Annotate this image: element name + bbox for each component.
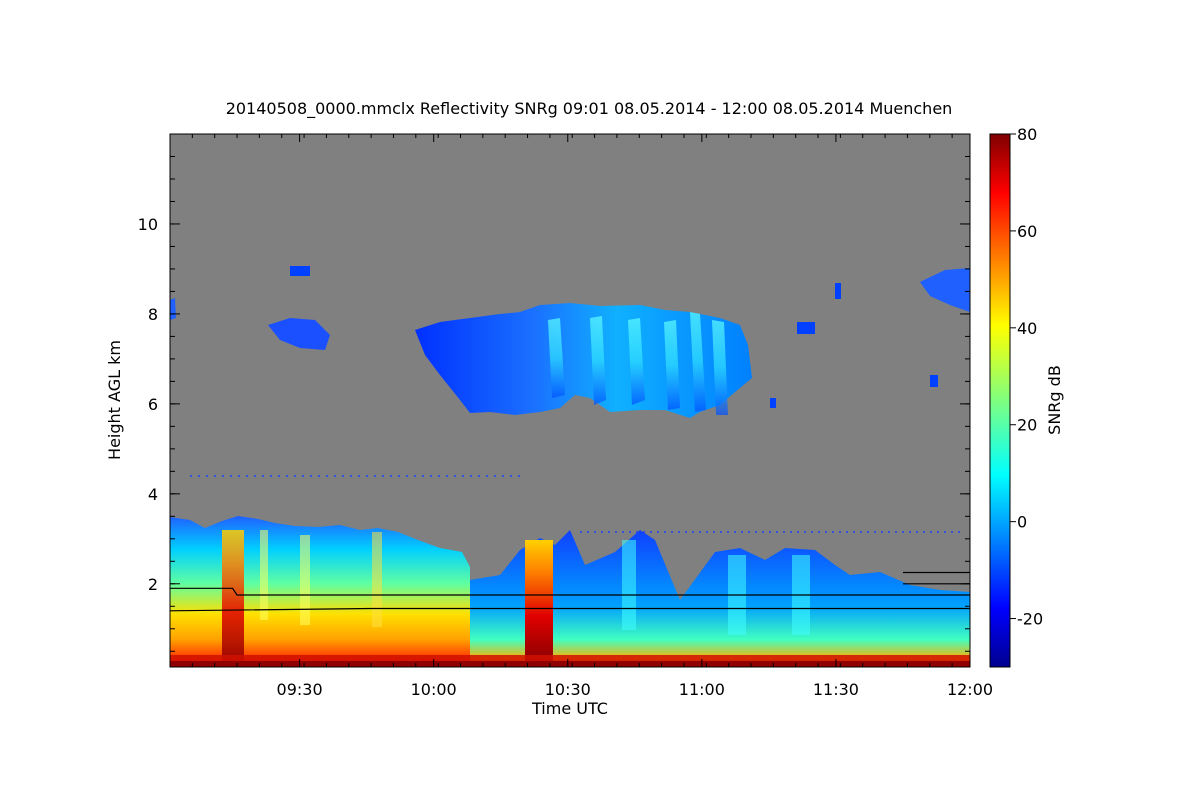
x-tick-label: 09:30 bbox=[277, 680, 323, 699]
mid-level-cloud-edge-left bbox=[170, 298, 176, 320]
echo-column-1025 bbox=[525, 540, 553, 667]
colorbar-ticks: -20 0 20 40 60 80 bbox=[1010, 125, 1043, 629]
mid-level-cloud-left bbox=[268, 318, 330, 350]
plot-area bbox=[170, 134, 970, 667]
x-tick-label: 11:30 bbox=[813, 680, 859, 699]
colorbar-label: SNRg dB bbox=[1045, 365, 1064, 435]
plot-frame bbox=[169, 133, 971, 668]
cloud-speck bbox=[290, 266, 310, 276]
boundary-layer-echo-strong bbox=[170, 516, 470, 667]
cloud-streaks bbox=[548, 312, 728, 415]
colorbar-tick-label: 60 bbox=[1017, 222, 1037, 241]
overlay-line bbox=[170, 587, 970, 596]
y-tick-label: 4 bbox=[148, 485, 158, 504]
y-tick-label: 2 bbox=[148, 575, 158, 594]
y-tick-label: 10 bbox=[138, 215, 158, 234]
boundary-layer-echo-weak bbox=[470, 530, 970, 667]
x-tick-label: 10:00 bbox=[411, 680, 457, 699]
cloud-speck bbox=[930, 375, 938, 387]
y-axis: 2 4 6 8 10 bbox=[138, 133, 970, 652]
echo-column-0915 bbox=[222, 530, 244, 667]
cloud-speck bbox=[797, 322, 815, 334]
colorbar-tick-label: 40 bbox=[1017, 319, 1037, 338]
colorbar-tick-label: 0 bbox=[1017, 513, 1027, 532]
colorbar-tick-label: 20 bbox=[1017, 416, 1037, 435]
colorbar-tick-label: 80 bbox=[1017, 125, 1037, 144]
colorbar bbox=[989, 133, 1011, 668]
y-tick-label: 6 bbox=[148, 395, 158, 414]
overlay-lines bbox=[170, 571, 970, 612]
y-axis-label: Height AGL km bbox=[105, 340, 124, 460]
overlay-line bbox=[170, 607, 970, 612]
x-tick-label: 11:00 bbox=[679, 680, 725, 699]
mid-level-cloud-topright bbox=[920, 268, 970, 312]
cloud-speck bbox=[835, 283, 841, 299]
chart-title: 20140508_0000.mmclx Reflectivity SNRg 09… bbox=[226, 99, 953, 119]
x-axis-label: Time UTC bbox=[531, 699, 608, 718]
colorbar-tick-label: -20 bbox=[1017, 610, 1043, 629]
surface-band-core bbox=[170, 661, 970, 667]
y-tick-label: 8 bbox=[148, 305, 158, 324]
x-tick-label: 10:30 bbox=[545, 680, 591, 699]
x-axis: 09:30 10:00 10:30 11:00 11:30 12:00 bbox=[169, 134, 993, 699]
x-tick-label: 12:00 bbox=[947, 680, 993, 699]
cloud-speck bbox=[770, 398, 776, 408]
